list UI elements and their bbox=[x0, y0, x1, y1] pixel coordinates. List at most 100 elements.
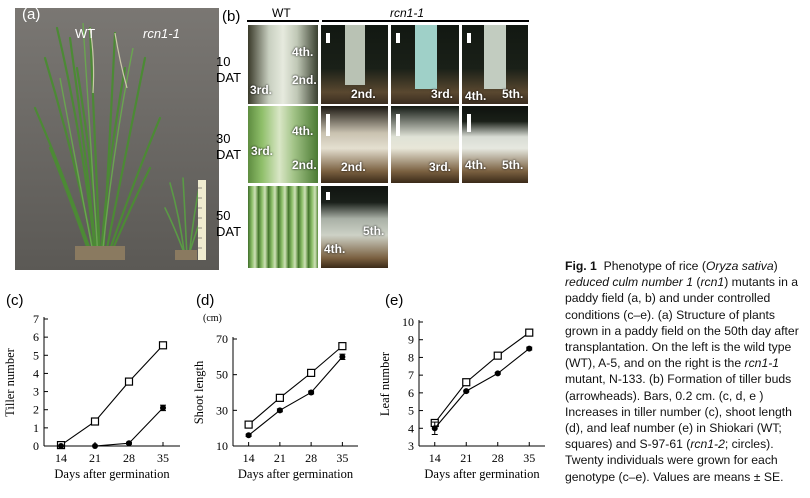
data-point-square bbox=[275, 393, 284, 402]
photo-mut-10dat-2: 3rd. bbox=[390, 24, 460, 105]
scale-bar bbox=[326, 114, 330, 136]
data-point-square bbox=[525, 328, 534, 337]
caption-text-6: ; circles). Twenty individuals were grow… bbox=[565, 437, 784, 484]
y-tick-label: 10 bbox=[402, 315, 414, 329]
x-tick-label: 14 bbox=[243, 451, 255, 465]
panel-a-mutant-label: rcn1-1 bbox=[143, 26, 180, 41]
photo-mut-50dat: 5th. 4th. bbox=[320, 185, 389, 269]
photo-mut-30dat-1: 2nd. bbox=[320, 105, 389, 184]
caption-allele-1: rcn1-1 bbox=[744, 356, 780, 371]
tag: 2nd. bbox=[341, 160, 366, 174]
panel-b-label: (b) bbox=[222, 8, 241, 25]
data-point-circle bbox=[245, 432, 252, 439]
panel-b-wt-header: WT bbox=[272, 6, 291, 20]
caption-species: Oryza sativa bbox=[705, 259, 774, 273]
row-day: 30 bbox=[216, 131, 231, 146]
y-tick-label: 10 bbox=[216, 439, 228, 453]
row-label-30dat: 30 DAT bbox=[216, 131, 241, 163]
panel-e-label: (e) bbox=[385, 292, 404, 309]
y-tick-label: 3 bbox=[408, 439, 414, 453]
data-point-circle bbox=[431, 425, 438, 432]
y-tick-label: 5 bbox=[408, 404, 414, 418]
y-axis-label: Shoot length bbox=[192, 360, 206, 424]
data-point-circle bbox=[160, 404, 166, 411]
y-tick-label: 2 bbox=[33, 403, 39, 417]
stem bbox=[415, 25, 437, 89]
photo-mut-30dat-2: 3rd. bbox=[390, 105, 460, 184]
x-axis-label: Days after germination bbox=[54, 467, 170, 481]
caption-text-2: ) bbox=[773, 259, 778, 273]
series-line bbox=[248, 356, 343, 436]
series-line bbox=[60, 344, 164, 446]
tag: 3rd. bbox=[429, 160, 452, 174]
data-point-square bbox=[462, 378, 471, 387]
panel-c-label: (c) bbox=[6, 292, 24, 309]
stem bbox=[345, 25, 365, 85]
tag: 4th. bbox=[324, 242, 346, 256]
row-label-10dat: 10 DAT bbox=[216, 54, 241, 86]
row-day: 10 bbox=[216, 54, 231, 69]
data-point-square bbox=[307, 368, 316, 377]
y-tick-label: 0 bbox=[33, 439, 39, 453]
x-tick-label: 35 bbox=[157, 451, 169, 465]
y-tick-label: 70 bbox=[216, 332, 228, 346]
scale-bar bbox=[396, 33, 400, 43]
row-unit: DAT bbox=[216, 147, 242, 162]
row-day: 50 bbox=[216, 208, 231, 223]
photo-mut-30dat-3: 4th. 5th. bbox=[461, 105, 529, 184]
series-line bbox=[61, 407, 164, 447]
tag: 3rd. bbox=[251, 144, 274, 158]
tag: 5th. bbox=[502, 158, 524, 172]
data-point-square bbox=[90, 417, 100, 426]
panel-d-label: (d) bbox=[196, 292, 215, 309]
y-tick-label: 4 bbox=[408, 421, 414, 435]
panel-b-mutant-header: rcn1-1 bbox=[390, 6, 425, 20]
panel-a-photo: WT rcn1-1 bbox=[15, 8, 219, 270]
y-tick-label: 9 bbox=[408, 333, 414, 347]
photo-mut-10dat-3: 4th. 5th. bbox=[461, 24, 529, 105]
stem bbox=[484, 25, 506, 89]
series-line bbox=[434, 332, 530, 424]
x-tick-label: 28 bbox=[123, 451, 135, 465]
tag: 5th. bbox=[363, 224, 385, 238]
figure-caption: Fig. 1 Phenotype of rice (Oryza sativa) … bbox=[565, 258, 803, 485]
y-tick-label: 30 bbox=[216, 403, 228, 417]
x-axis-label: Days after germination bbox=[424, 467, 540, 481]
caption-text-1: Phenotype of rice ( bbox=[603, 259, 706, 273]
x-tick-label: 35 bbox=[336, 451, 348, 465]
mutant-header-rule bbox=[322, 20, 529, 22]
x-tick-label: 28 bbox=[492, 451, 504, 465]
y-tick-label: 6 bbox=[33, 330, 39, 344]
scale-bar bbox=[326, 192, 330, 200]
photo-wt-10dat: 4th. 2nd. 3rd. bbox=[247, 24, 319, 105]
x-axis-label: Days after germination bbox=[238, 467, 354, 481]
tag: 2nd. bbox=[292, 73, 317, 87]
data-point-circle bbox=[126, 440, 132, 447]
panel-a-wt-label: WT bbox=[75, 26, 96, 41]
panel-a-label: (a) bbox=[22, 6, 41, 23]
row-label-50dat: 50 DAT bbox=[216, 208, 241, 240]
photo-wt-30dat: 4th. 3rd. 2nd. bbox=[247, 105, 319, 184]
data-point-circle bbox=[339, 353, 346, 360]
y-tick-label: 5 bbox=[33, 348, 39, 362]
series-line bbox=[434, 348, 530, 429]
data-point-circle bbox=[308, 389, 315, 396]
caption-gene: rcn1 bbox=[700, 275, 725, 290]
tag: 3rd. bbox=[431, 87, 454, 101]
x-tick-label: 14 bbox=[429, 451, 441, 465]
y-tick-label: 8 bbox=[408, 350, 414, 364]
caption-text-5: mutant, N-133. (b) Formation of tiller b… bbox=[565, 372, 792, 452]
y-tick-label: 3 bbox=[33, 385, 39, 399]
tag: 3rd. bbox=[250, 83, 273, 97]
caption-text-3: ( bbox=[693, 275, 701, 290]
x-tick-label: 14 bbox=[55, 451, 67, 465]
y-tick-label: 6 bbox=[408, 386, 414, 400]
caption-allele-2: rcn1-2 bbox=[690, 437, 725, 452]
tag: 5th. bbox=[502, 87, 524, 101]
data-point-circle bbox=[276, 407, 283, 414]
y-tick-label: 4 bbox=[33, 366, 39, 380]
data-point-square bbox=[244, 420, 253, 429]
y-axis-label: Leaf number bbox=[378, 351, 392, 416]
y-tick-label: 7 bbox=[408, 368, 414, 382]
